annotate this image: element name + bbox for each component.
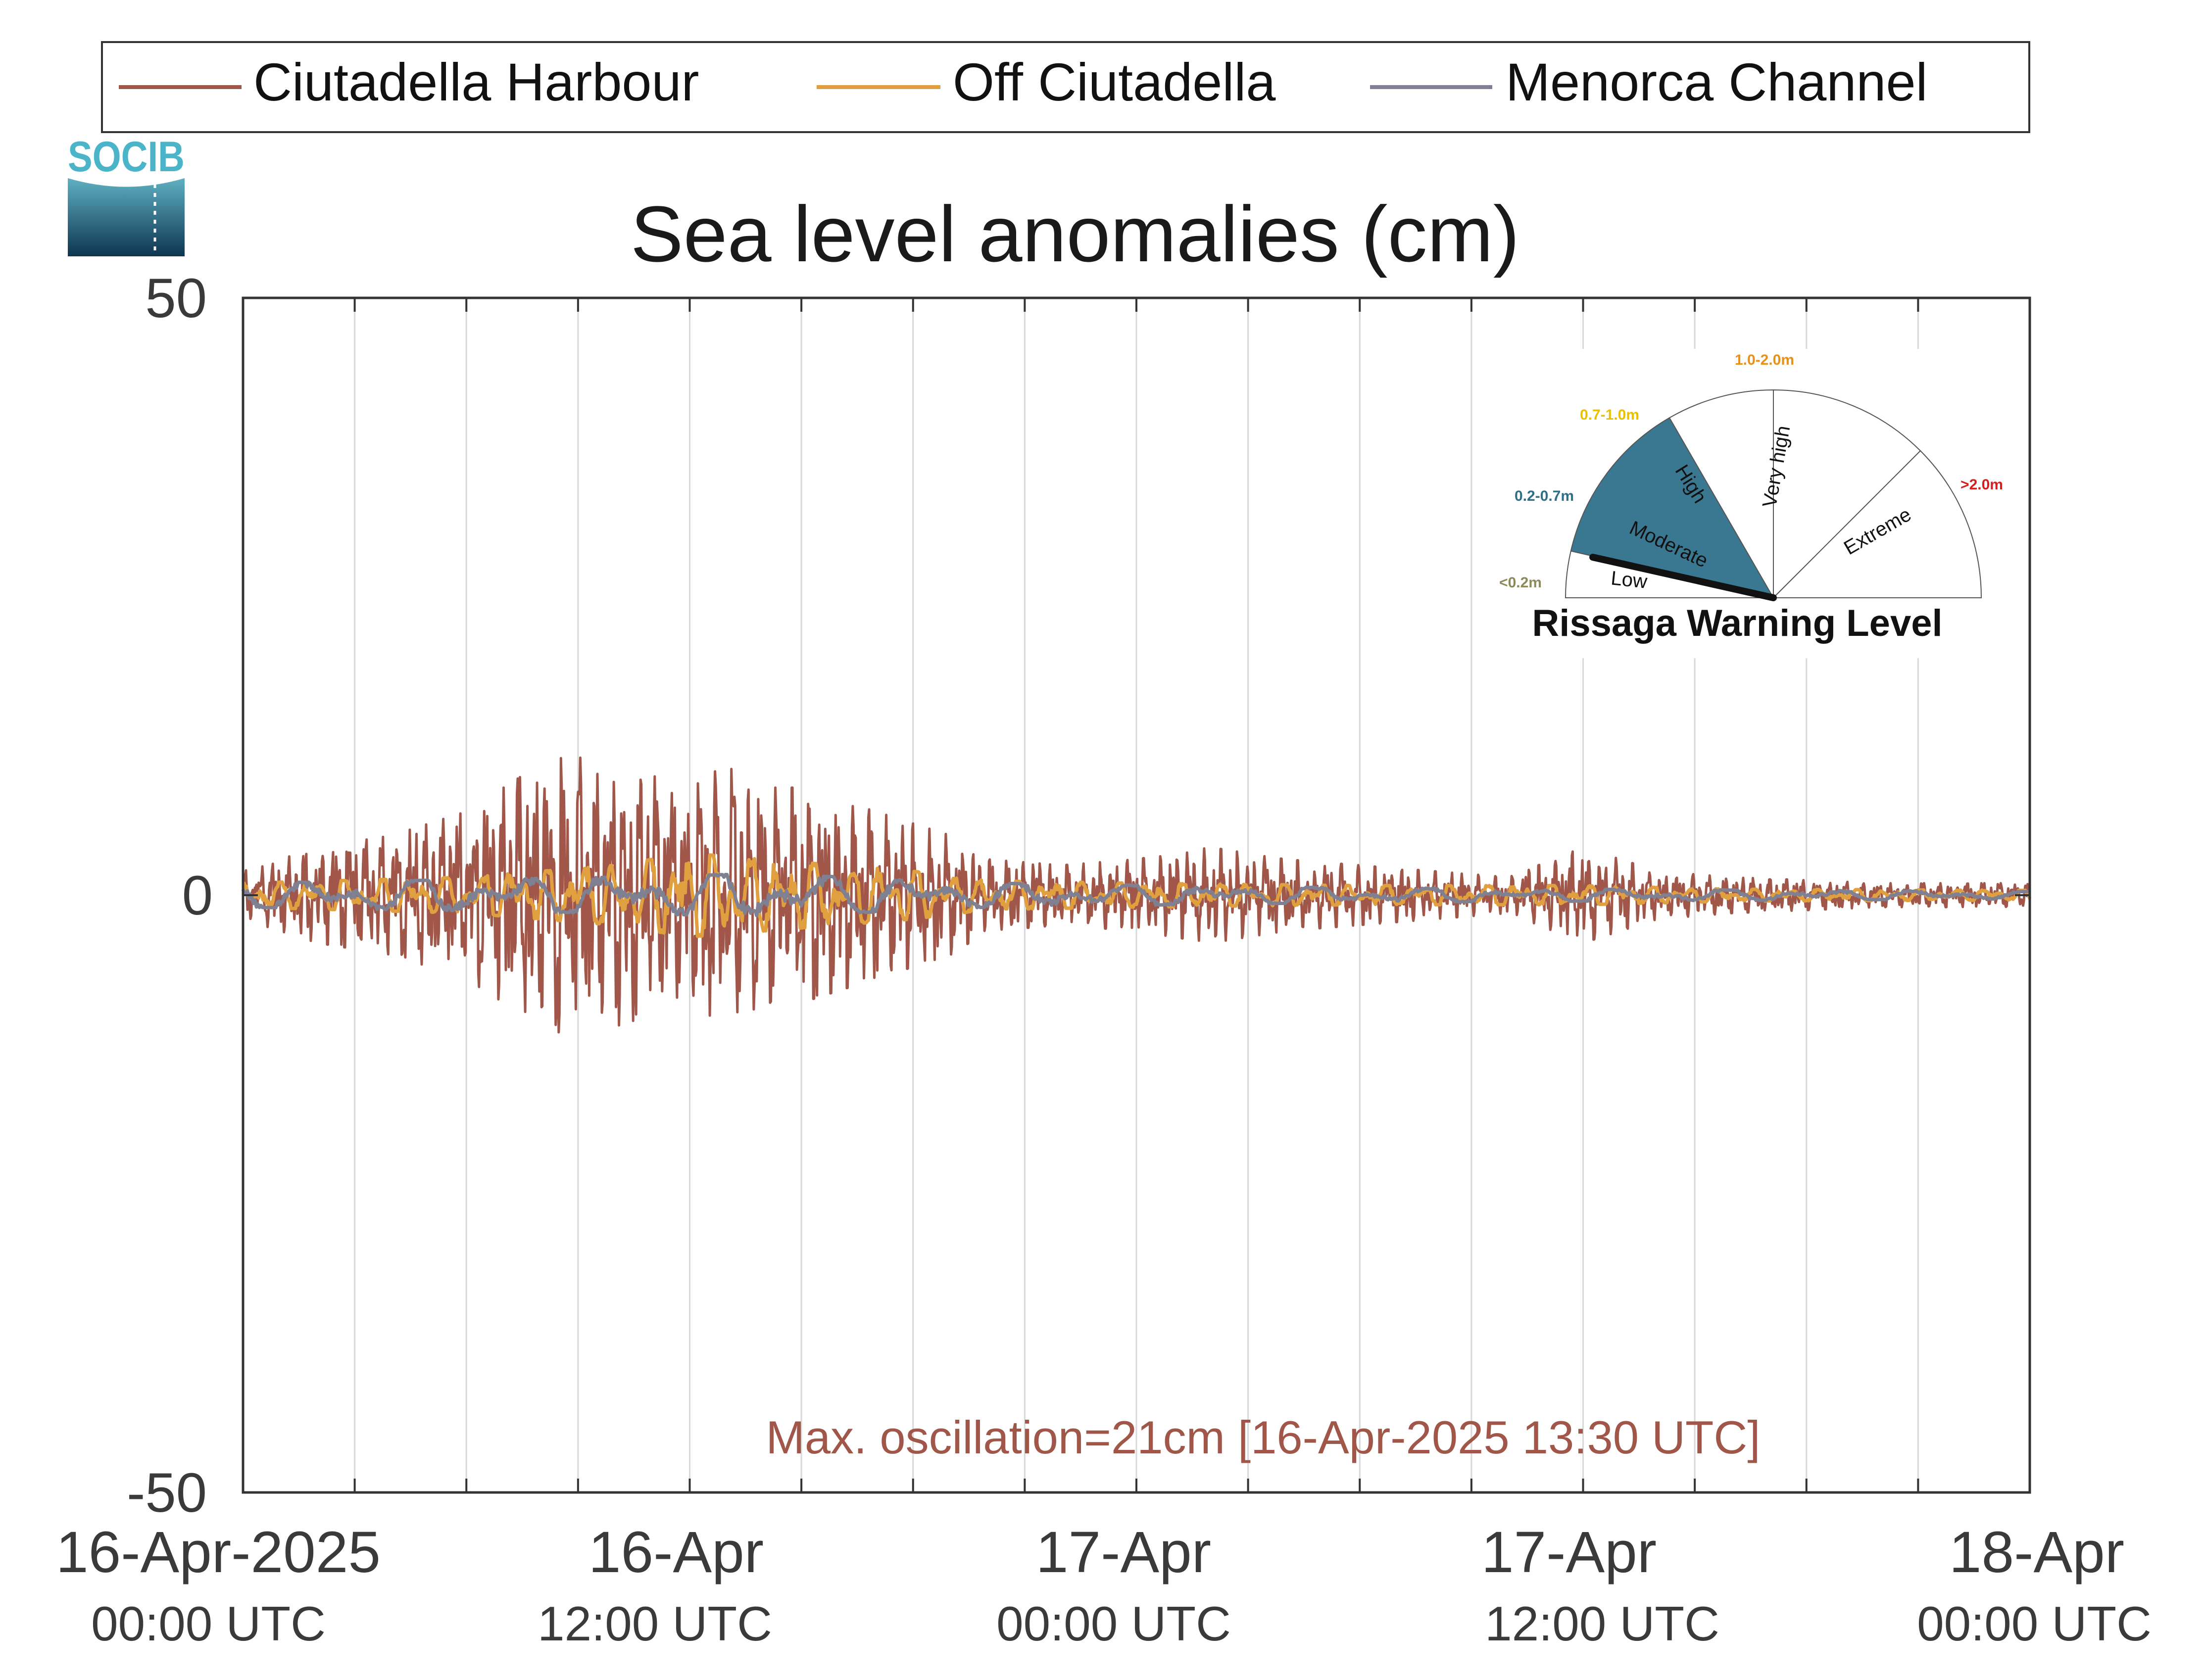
rissaga-warning-gauge: Low Moderate High Very high Extreme <0.2… [1495, 349, 2014, 658]
x-tick-time-2: 00:00 UTC [996, 1596, 1231, 1651]
socib-logo-text: SOCIB [68, 133, 185, 181]
x-tick-date-2: 17-Apr [1036, 1520, 1211, 1585]
legend-box [101, 41, 2030, 133]
legend-label-off-ciutadella: Off Ciutadella [953, 52, 1276, 112]
gauge-needle [1589, 554, 1777, 601]
y-tick-label-minus-50: -50 [127, 1462, 207, 1524]
gauge-sector-high [1668, 389, 1774, 600]
legend-label-menorca-channel: Menorca Channel [1506, 52, 1928, 112]
chart-title: Sea level anomalies (cm) [631, 190, 1519, 278]
gauge-title: Rissaga Warning Level [1532, 602, 1942, 644]
series-layer [241, 756, 2032, 1034]
y-tick-label-50: 50 [145, 267, 207, 329]
x-tick-date-3: 17-Apr [1481, 1520, 1657, 1585]
gauge-range-label-very-high: 1.0-2.0m [1735, 352, 1794, 368]
gauge-sector-moderate [1570, 417, 1775, 599]
y-tick-label-0: 0 [182, 864, 213, 926]
x-tick-time-1: 12:00 UTC [538, 1596, 772, 1651]
gauge-sector-very-high [1773, 389, 1921, 599]
gauge-range-label-low: <0.2m [1499, 575, 1542, 591]
socib-logo-wave-block [68, 178, 185, 256]
x-tick-time-4: 00:00 UTC [1917, 1596, 2152, 1651]
series-line-off-ciutadella [242, 853, 2032, 938]
axis-ticks [243, 298, 2030, 1492]
legend: Ciutadella Harbour Off Ciutadella Menorc… [101, 41, 2030, 133]
x-tick-date-4: 18-Apr [1949, 1520, 2124, 1585]
series-line-menorca-channel [241, 872, 2030, 917]
gauge-sectors [1565, 389, 1982, 600]
legend-label-ciutadella-harbour: Ciutadella Harbour [253, 52, 699, 112]
gauge-range-label-moderate: 0.2-0.7m [1515, 488, 1574, 504]
max-oscillation-annotation: Max. oscillation=21cm [16-Apr-2025 13:30… [766, 1411, 1761, 1463]
x-tick-time-3: 12:00 UTC [1485, 1596, 1719, 1651]
x-tick-time-0: 00:00 UTC [91, 1596, 326, 1651]
gauge-sector-extreme [1772, 450, 1982, 598]
x-tick-date-1: 16-Apr [588, 1520, 764, 1585]
gauge-range-label-high: 0.7-1.0m [1580, 407, 1639, 423]
gauge-range-label-extreme: >2.0m [1960, 477, 2003, 493]
x-tick-date-0: 16-Apr-2025 [56, 1520, 381, 1585]
socib-logo: SOCIB [68, 133, 185, 256]
